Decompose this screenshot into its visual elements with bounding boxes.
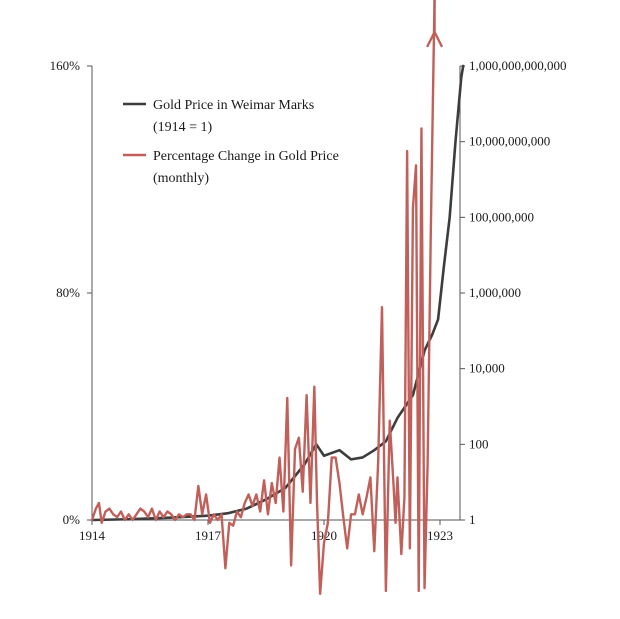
legend: Gold Price in Weimar Marks (1914 = 1) Pe…: [123, 98, 339, 186]
legend-sublabel-gold-price: (1914 = 1): [153, 120, 213, 135]
y-right-tick-label: 100,000,000: [469, 209, 534, 224]
tick-layer: 0% 80% 160% 1 100 10,000 1,000,000 100,000,000 1…: [50, 58, 567, 543]
y-right-tick-label: 1,000,000,000,000: [469, 58, 567, 73]
x-tick-label: 1917: [195, 528, 222, 543]
legend-label-percentage-change: Percentage Change in Gold Price: [153, 149, 339, 164]
y-right-tick-label: 10,000,000,000: [469, 134, 550, 149]
y-left-tick-label: 80%: [56, 285, 80, 300]
arrow-up-icon: [426, 30, 443, 48]
y-right-tick-label: 1,000,000: [469, 285, 521, 300]
x-tick-label: 1923: [427, 528, 453, 543]
legend-sublabel-percentage-change: (monthly): [153, 171, 209, 186]
y-left-tick-label: 160%: [50, 58, 81, 73]
series-line-gold-price: [90, 64, 465, 522]
y-right-tick-label: 10,000: [469, 361, 505, 376]
x-tick-label: 1914: [79, 528, 106, 543]
y-right-tick-label: 100: [469, 436, 489, 451]
y-right-tick-label: 1: [469, 512, 476, 527]
series-layer: [90, 0, 465, 595]
series-line-percentage-change: [90, 0, 436, 595]
y-left-tick-label: 0%: [63, 512, 81, 527]
legend-label-gold-price: Gold Price in Weimar Marks: [153, 98, 314, 113]
